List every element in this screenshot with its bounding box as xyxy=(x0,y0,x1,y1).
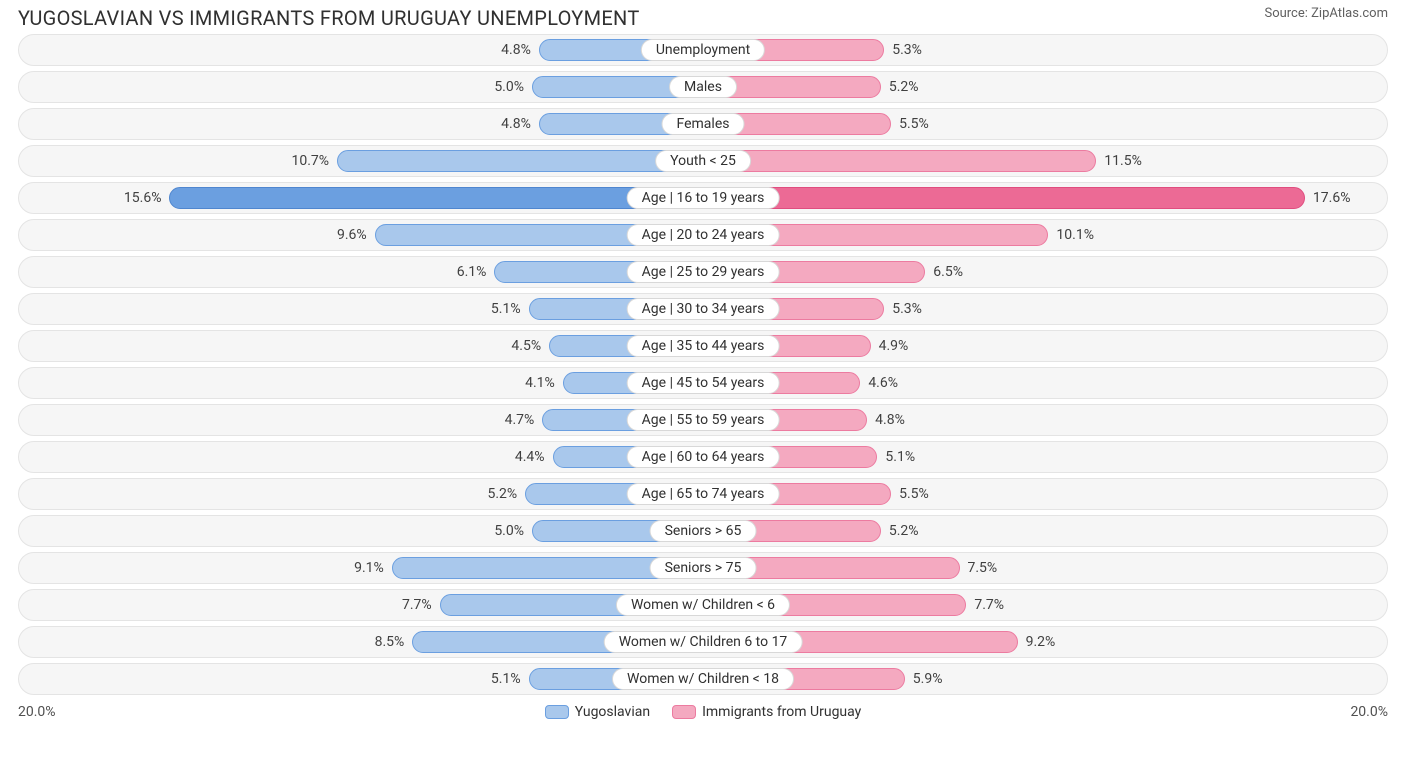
axis-max-left: 20.0% xyxy=(18,704,56,720)
bar-row: 4.5% 4.9% Age | 35 to 44 years xyxy=(18,330,1388,362)
value-label-left: 5.0% xyxy=(494,523,524,539)
legend-label-right: Immigrants from Uruguay xyxy=(702,704,861,720)
value-label-right: 9.2% xyxy=(1026,634,1056,650)
legend-label-left: Yugoslavian xyxy=(575,704,650,720)
bar-left xyxy=(337,150,703,172)
category-pill: Seniors > 75 xyxy=(650,557,757,579)
category-pill: Youth < 25 xyxy=(655,150,751,172)
bar-row: 5.2% 5.5% Age | 65 to 74 years xyxy=(18,478,1388,510)
value-label-right: 10.1% xyxy=(1056,227,1094,243)
category-pill: Seniors > 65 xyxy=(650,520,757,542)
value-label-right: 17.6% xyxy=(1313,190,1351,206)
value-label-left: 5.1% xyxy=(491,301,521,317)
chart-source: Source: ZipAtlas.com xyxy=(1264,6,1388,21)
value-label-left: 4.4% xyxy=(515,449,545,465)
bar-row: 5.1% 5.9% Women w/ Children < 18 xyxy=(18,663,1388,695)
bar-row: 5.0% 5.2% Seniors > 65 xyxy=(18,515,1388,547)
category-pill: Age | 20 to 24 years xyxy=(627,224,780,246)
chart-footer: 20.0% Yugoslavian Immigrants from Urugua… xyxy=(0,700,1406,720)
category-pill: Males xyxy=(669,76,737,98)
bar-row: 4.8% 5.3% Unemployment xyxy=(18,34,1388,66)
bar-row: 5.0% 5.2% Males xyxy=(18,71,1388,103)
value-label-right: 11.5% xyxy=(1104,153,1142,169)
axis-max-right: 20.0% xyxy=(1350,704,1388,720)
category-pill: Unemployment xyxy=(641,39,765,61)
bar-row: 4.7% 4.8% Age | 55 to 59 years xyxy=(18,404,1388,436)
value-label-right: 5.9% xyxy=(913,671,943,687)
legend-item-right: Immigrants from Uruguay xyxy=(672,704,861,720)
value-label-right: 5.3% xyxy=(892,301,922,317)
value-label-left: 9.1% xyxy=(354,560,384,576)
value-label-left: 4.5% xyxy=(511,338,541,354)
category-pill: Women w/ Children < 18 xyxy=(612,668,794,690)
value-label-left: 5.0% xyxy=(494,79,524,95)
value-label-right: 5.5% xyxy=(899,116,929,132)
value-label-right: 7.5% xyxy=(968,560,998,576)
chart-title: YUGOSLAVIAN VS IMMIGRANTS FROM URUGUAY U… xyxy=(18,6,640,30)
value-label-right: 5.5% xyxy=(899,486,929,502)
bar-left xyxy=(169,187,703,209)
bar-row: 5.1% 5.3% Age | 30 to 34 years xyxy=(18,293,1388,325)
legend-swatch-right xyxy=(672,705,696,719)
bar-right xyxy=(703,150,1096,172)
value-label-left: 7.7% xyxy=(402,597,432,613)
value-label-left: 6.1% xyxy=(457,264,487,280)
category-pill: Age | 65 to 74 years xyxy=(627,483,780,505)
category-pill: Age | 45 to 54 years xyxy=(627,372,780,394)
category-pill: Age | 55 to 59 years xyxy=(627,409,780,431)
value-label-right: 5.2% xyxy=(889,523,919,539)
chart-area: 4.8% 5.3% Unemployment 5.0% 5.2% Males 4.8% 5.5… xyxy=(0,34,1406,695)
value-label-right: 5.2% xyxy=(889,79,919,95)
bar-row: 4.4% 5.1% Age | 60 to 64 years xyxy=(18,441,1388,473)
value-label-left: 8.5% xyxy=(375,634,405,650)
value-label-left: 5.2% xyxy=(487,486,517,502)
bar-row: 7.7% 7.7% Women w/ Children < 6 xyxy=(18,589,1388,621)
category-pill: Age | 35 to 44 years xyxy=(627,335,780,357)
value-label-right: 6.5% xyxy=(933,264,963,280)
value-label-left: 9.6% xyxy=(337,227,367,243)
value-label-left: 15.6% xyxy=(124,190,162,206)
bar-right xyxy=(703,187,1305,209)
bar-row: 8.5% 9.2% Women w/ Children 6 to 17 xyxy=(18,626,1388,658)
category-pill: Women w/ Children 6 to 17 xyxy=(604,631,803,653)
value-label-left: 4.7% xyxy=(505,412,535,428)
value-label-right: 4.6% xyxy=(868,375,898,391)
bar-row: 15.6% 17.6% Age | 16 to 19 years xyxy=(18,182,1388,214)
category-pill: Females xyxy=(662,113,745,135)
chart-header: YUGOSLAVIAN VS IMMIGRANTS FROM URUGUAY U… xyxy=(0,0,1406,34)
value-label-right: 5.1% xyxy=(885,449,915,465)
bar-row: 4.8% 5.5% Females xyxy=(18,108,1388,140)
legend-item-left: Yugoslavian xyxy=(545,704,650,720)
value-label-left: 4.8% xyxy=(501,116,531,132)
bar-row: 9.1% 7.5% Seniors > 75 xyxy=(18,552,1388,584)
value-label-left: 10.7% xyxy=(292,153,330,169)
legend: Yugoslavian Immigrants from Uruguay xyxy=(545,704,862,720)
value-label-right: 5.3% xyxy=(892,42,922,58)
value-label-right: 4.9% xyxy=(879,338,909,354)
category-pill: Age | 16 to 19 years xyxy=(627,187,780,209)
bar-row: 9.6% 10.1% Age | 20 to 24 years xyxy=(18,219,1388,251)
bar-row: 6.1% 6.5% Age | 25 to 29 years xyxy=(18,256,1388,288)
value-label-left: 4.8% xyxy=(501,42,531,58)
legend-swatch-left xyxy=(545,705,569,719)
category-pill: Women w/ Children < 6 xyxy=(616,594,790,616)
value-label-right: 4.8% xyxy=(875,412,905,428)
value-label-left: 5.1% xyxy=(491,671,521,687)
category-pill: Age | 30 to 34 years xyxy=(627,298,780,320)
value-label-right: 7.7% xyxy=(974,597,1004,613)
bar-row: 10.7% 11.5% Youth < 25 xyxy=(18,145,1388,177)
value-label-left: 4.1% xyxy=(525,375,555,391)
category-pill: Age | 60 to 64 years xyxy=(627,446,780,468)
category-pill: Age | 25 to 29 years xyxy=(627,261,780,283)
bar-row: 4.1% 4.6% Age | 45 to 54 years xyxy=(18,367,1388,399)
